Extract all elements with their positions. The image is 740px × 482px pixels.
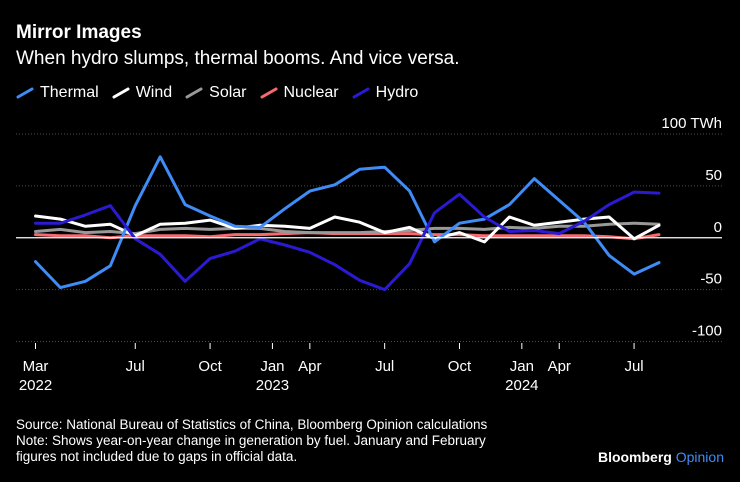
x-tick-label: Apr	[298, 358, 321, 375]
x-tick-label: Jul	[375, 358, 394, 375]
legend-label-thermal: Thermal	[40, 84, 99, 101]
legend: Thermal Wind Solar Nuclear Hydro	[16, 84, 431, 102]
x-tick-label: Oct	[198, 358, 222, 375]
y-tick-label: 100 TWh	[661, 115, 722, 132]
x-tick-label: Jul	[624, 358, 643, 375]
legend-label-solar: Solar	[209, 84, 247, 101]
x-tick-label: Apr	[548, 358, 571, 375]
legend-line-icon-thermal	[16, 87, 34, 99]
series-line-thermal	[34, 155, 661, 290]
x-tick-label: Oct	[448, 358, 472, 375]
brand-name: Bloomberg	[597, 449, 672, 465]
legend-line-icon-wind	[112, 87, 130, 99]
brand-suffix: Opinion	[675, 449, 724, 465]
bloomberg-opinion-logo: Bloomberg Opinion	[598, 449, 724, 465]
legend-label-nuclear: Nuclear	[283, 84, 339, 101]
x-tick-year-label: 2023	[256, 377, 289, 394]
y-tick-label: -50	[700, 271, 722, 288]
series-line-hydro	[34, 190, 661, 292]
legend-item-wind: Wind	[112, 84, 172, 102]
x-tick-year-label: 2024	[505, 377, 538, 394]
y-tick-label: -100	[692, 323, 722, 340]
legend-item-solar: Solar	[185, 84, 247, 102]
legend-line-icon-solar	[185, 87, 203, 99]
line-chart: 100 TWh 50 0 -50 -100 Mar 2022 Jul Oct Jan 2023 Apr…	[16, 115, 722, 394]
x-tick-label: Mar	[23, 358, 49, 375]
series-line-wind	[34, 214, 661, 244]
note-line-2: figures not included due to gaps in offi…	[16, 449, 298, 464]
x-tick-label: Jan	[510, 358, 534, 375]
legend-label-hydro: Hydro	[375, 84, 419, 101]
legend-label-wind: Wind	[135, 84, 173, 101]
chart-title: Mirror Images	[16, 22, 142, 43]
x-tick-label: Jul	[126, 358, 145, 375]
footer-notes: Source: National Bureau of Statistics of…	[16, 417, 487, 465]
y-tick-label: 0	[714, 219, 722, 236]
legend-item-hydro: Hydro	[352, 84, 419, 102]
legend-item-thermal: Thermal	[16, 84, 99, 102]
x-tick-label: Jan	[260, 358, 284, 375]
legend-line-icon-hydro	[352, 87, 370, 99]
note-line-1: Note: Shows year-on-year change in gener…	[16, 433, 486, 448]
y-tick-label: 50	[705, 167, 722, 184]
legend-line-icon-nuclear	[260, 87, 277, 99]
chart-subtitle: When hydro slumps, thermal booms. And vi…	[16, 48, 460, 69]
legend-item-nuclear: Nuclear	[260, 84, 339, 102]
source-note: Source: National Bureau of Statistics of…	[16, 417, 488, 432]
x-tick-year-label: 2022	[19, 377, 52, 394]
